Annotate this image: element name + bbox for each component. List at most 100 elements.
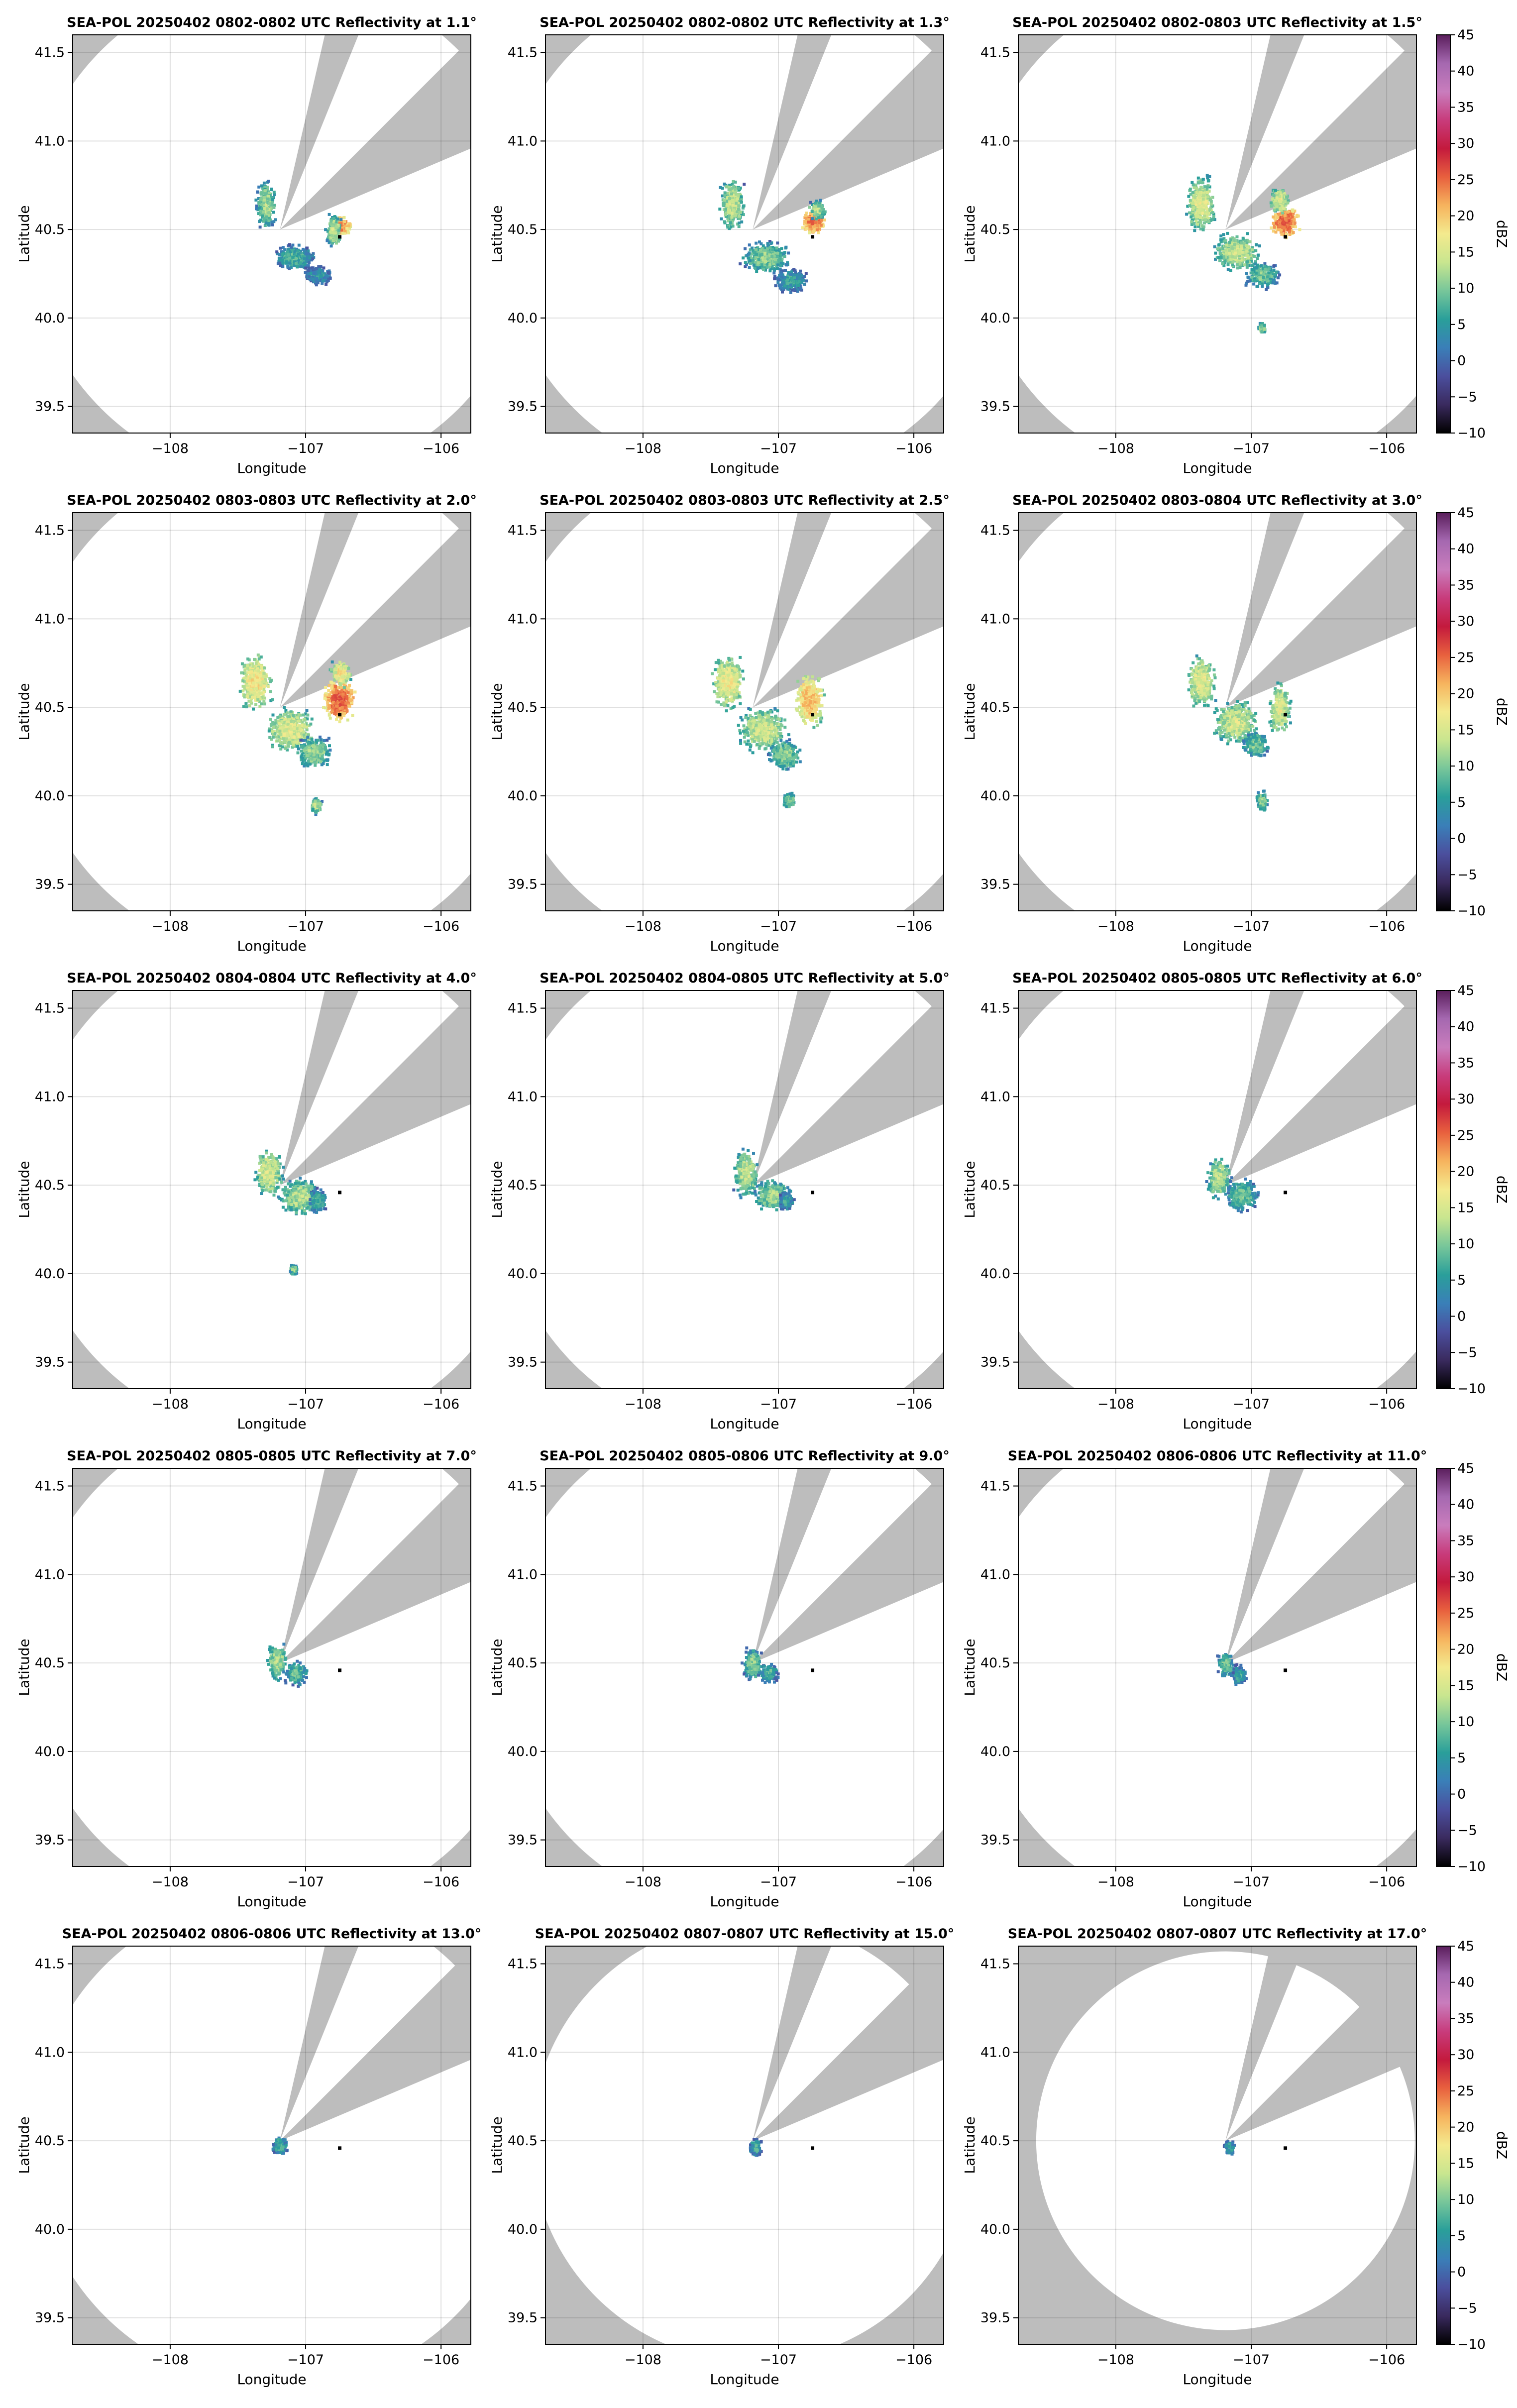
echo-pixel — [271, 713, 275, 717]
echo-pixel — [289, 263, 293, 267]
echo-pixel — [1270, 279, 1274, 282]
echo-pixel — [1246, 254, 1250, 257]
echo-pixel — [294, 745, 298, 748]
echo-pixel — [1266, 283, 1270, 287]
echo-pixel — [794, 277, 798, 280]
panel-frame — [545, 34, 944, 434]
echo-pixel — [347, 224, 351, 227]
echo-pixel — [1293, 218, 1296, 221]
echo-pixel — [303, 249, 306, 253]
echo-pixel — [258, 205, 262, 208]
echo-pixel — [1275, 204, 1279, 208]
echo-pixel — [285, 725, 288, 728]
echo-pixel — [246, 679, 249, 683]
echo-pixel — [1212, 213, 1215, 216]
echo-pixel — [335, 219, 339, 222]
echo-pixel — [280, 256, 283, 260]
echo-pixel — [1208, 185, 1211, 189]
echo-pixel — [732, 213, 736, 217]
echo-pixel — [296, 736, 299, 739]
reflectivity-echoes — [238, 654, 357, 816]
echo-pixel — [734, 191, 737, 194]
echo-pixel — [1209, 206, 1212, 210]
colorbar-tick-label: 10 — [1457, 281, 1474, 296]
echo-pixel — [307, 252, 311, 256]
echo-pixel — [1197, 203, 1200, 207]
echo-pixel — [746, 254, 749, 257]
echo-pixel — [1267, 271, 1271, 275]
echo-pixel — [1203, 191, 1207, 195]
echo-pixel — [288, 256, 292, 260]
echo-pixel — [292, 714, 295, 717]
echo-pixel — [299, 713, 302, 717]
echo-pixel — [766, 262, 769, 265]
echo-pixel — [757, 261, 760, 265]
echo-pixel — [307, 249, 310, 253]
echo-pixel — [1293, 221, 1297, 224]
echo-pixel — [280, 735, 283, 739]
echo-pixel — [326, 279, 330, 282]
echo-pixel — [1279, 207, 1282, 211]
echo-pixel — [285, 254, 289, 258]
echo-pixel — [312, 272, 316, 275]
colorbar-tick-label: 5 — [1457, 317, 1466, 332]
echo-pixel — [272, 733, 275, 736]
echo-pixel — [335, 225, 338, 228]
echo-pixel — [1255, 268, 1258, 271]
echo-pixel — [1253, 279, 1256, 283]
echo-pixel — [306, 717, 309, 721]
echo-pixel — [282, 737, 285, 740]
echo-pixel — [252, 687, 255, 691]
echo-pixel — [248, 689, 252, 693]
echo-pixel — [735, 202, 738, 205]
echo-pixel — [815, 226, 818, 229]
echo-pixel — [1263, 264, 1267, 268]
echo-pixel — [773, 277, 776, 281]
panel-title: SEA-POL 20250402 0802-0802 UTC Reflectiv… — [67, 15, 477, 30]
echo-pixel — [1194, 212, 1197, 216]
echo-pixel — [1206, 202, 1209, 205]
echo-pixel — [765, 266, 769, 269]
echo-pixel — [1272, 215, 1275, 219]
echo-pixel — [760, 253, 763, 256]
echo-pixel — [315, 271, 318, 275]
echo-pixel — [304, 712, 308, 716]
echo-pixel — [269, 680, 272, 683]
echo-pixel — [257, 665, 260, 669]
echo-pixel — [304, 271, 307, 274]
echo-pixel — [304, 737, 307, 740]
echo-pixel — [1256, 285, 1260, 288]
echo-pixel — [1274, 282, 1277, 285]
echo-pixel — [305, 725, 309, 729]
echo-pixel — [1246, 280, 1250, 283]
echo-pixel — [267, 202, 271, 205]
echo-pixel — [1242, 263, 1246, 267]
echo-pixel — [337, 217, 341, 220]
echo-pixel — [1202, 194, 1205, 198]
echo-pixel — [295, 262, 298, 265]
echo-pixel — [265, 207, 269, 211]
echo-pixel — [819, 215, 823, 218]
echo-pixel — [274, 719, 278, 722]
echo-pixel — [287, 253, 290, 256]
echo-pixel — [258, 673, 261, 677]
echo-pixel — [1198, 211, 1201, 215]
echo-pixel — [310, 717, 314, 721]
echo-pixel — [815, 228, 819, 231]
echo-pixel — [1216, 247, 1219, 250]
x-tick-label: −108 — [152, 441, 189, 456]
echo-pixel — [256, 693, 259, 696]
echo-pixel — [278, 722, 281, 725]
echo-pixel — [727, 208, 730, 211]
echo-pixel — [282, 721, 286, 724]
site-marker — [338, 235, 342, 239]
echo-pixel — [1263, 324, 1266, 327]
echo-pixel — [1272, 194, 1276, 198]
echo-pixel — [260, 191, 264, 194]
echo-pixel — [1228, 249, 1231, 252]
echo-pixel — [1200, 198, 1203, 201]
echo-pixel — [1236, 260, 1239, 264]
echo-pixel — [756, 258, 758, 261]
echo-pixel — [276, 730, 280, 733]
echo-pixel — [1219, 238, 1223, 241]
